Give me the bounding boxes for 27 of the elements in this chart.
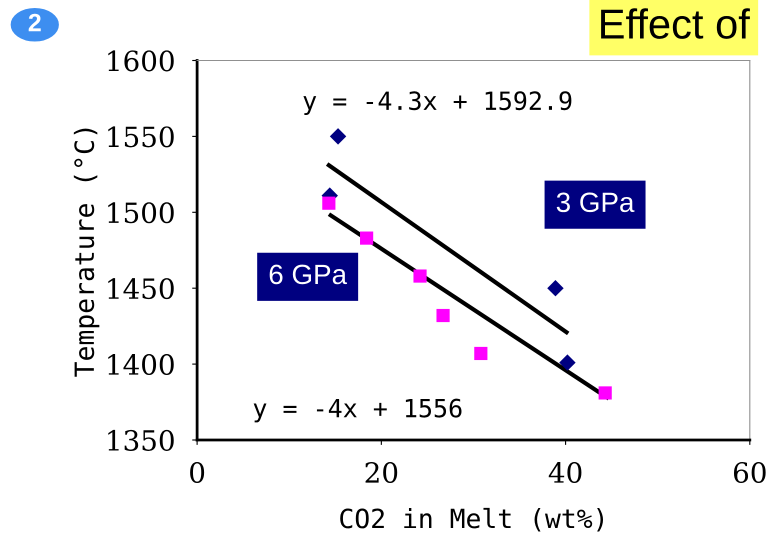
y-tick-label: 1600 (108, 50, 174, 72)
y-axis-title: Temperature (°C) (74, 128, 100, 377)
text: 2 (28, 14, 41, 32)
point (413, 269, 427, 283)
point (547, 280, 564, 296)
text: 3 GPa (556, 192, 634, 212)
y-tick-label: 1350 (108, 430, 174, 451)
x-tick-label: 60 (734, 462, 766, 484)
annotation: y = -4x + 1556 (254, 398, 462, 422)
x-tick-label: 20 (366, 462, 398, 484)
point (559, 354, 576, 371)
series-label: 6 GPa (270, 264, 348, 284)
point (598, 386, 612, 400)
y-tick-label: 1450 (108, 278, 174, 300)
point (360, 232, 374, 245)
x-axis-title: CO2 in Melt (wt%) (340, 508, 604, 532)
point (322, 196, 336, 210)
x-tick-label: 0 (190, 462, 204, 484)
point (436, 308, 450, 322)
chart-title: Effect of (601, 8, 750, 39)
point (330, 128, 346, 145)
annotation: y = -4.3x + 1592.9 (303, 91, 572, 116)
y-tick-label: 1500 (108, 202, 174, 224)
y-tick-label: 1400 (108, 354, 174, 376)
x-tick-label: 40 (548, 462, 582, 484)
y-tick-label: 1550 (108, 126, 174, 148)
point (474, 346, 488, 360)
